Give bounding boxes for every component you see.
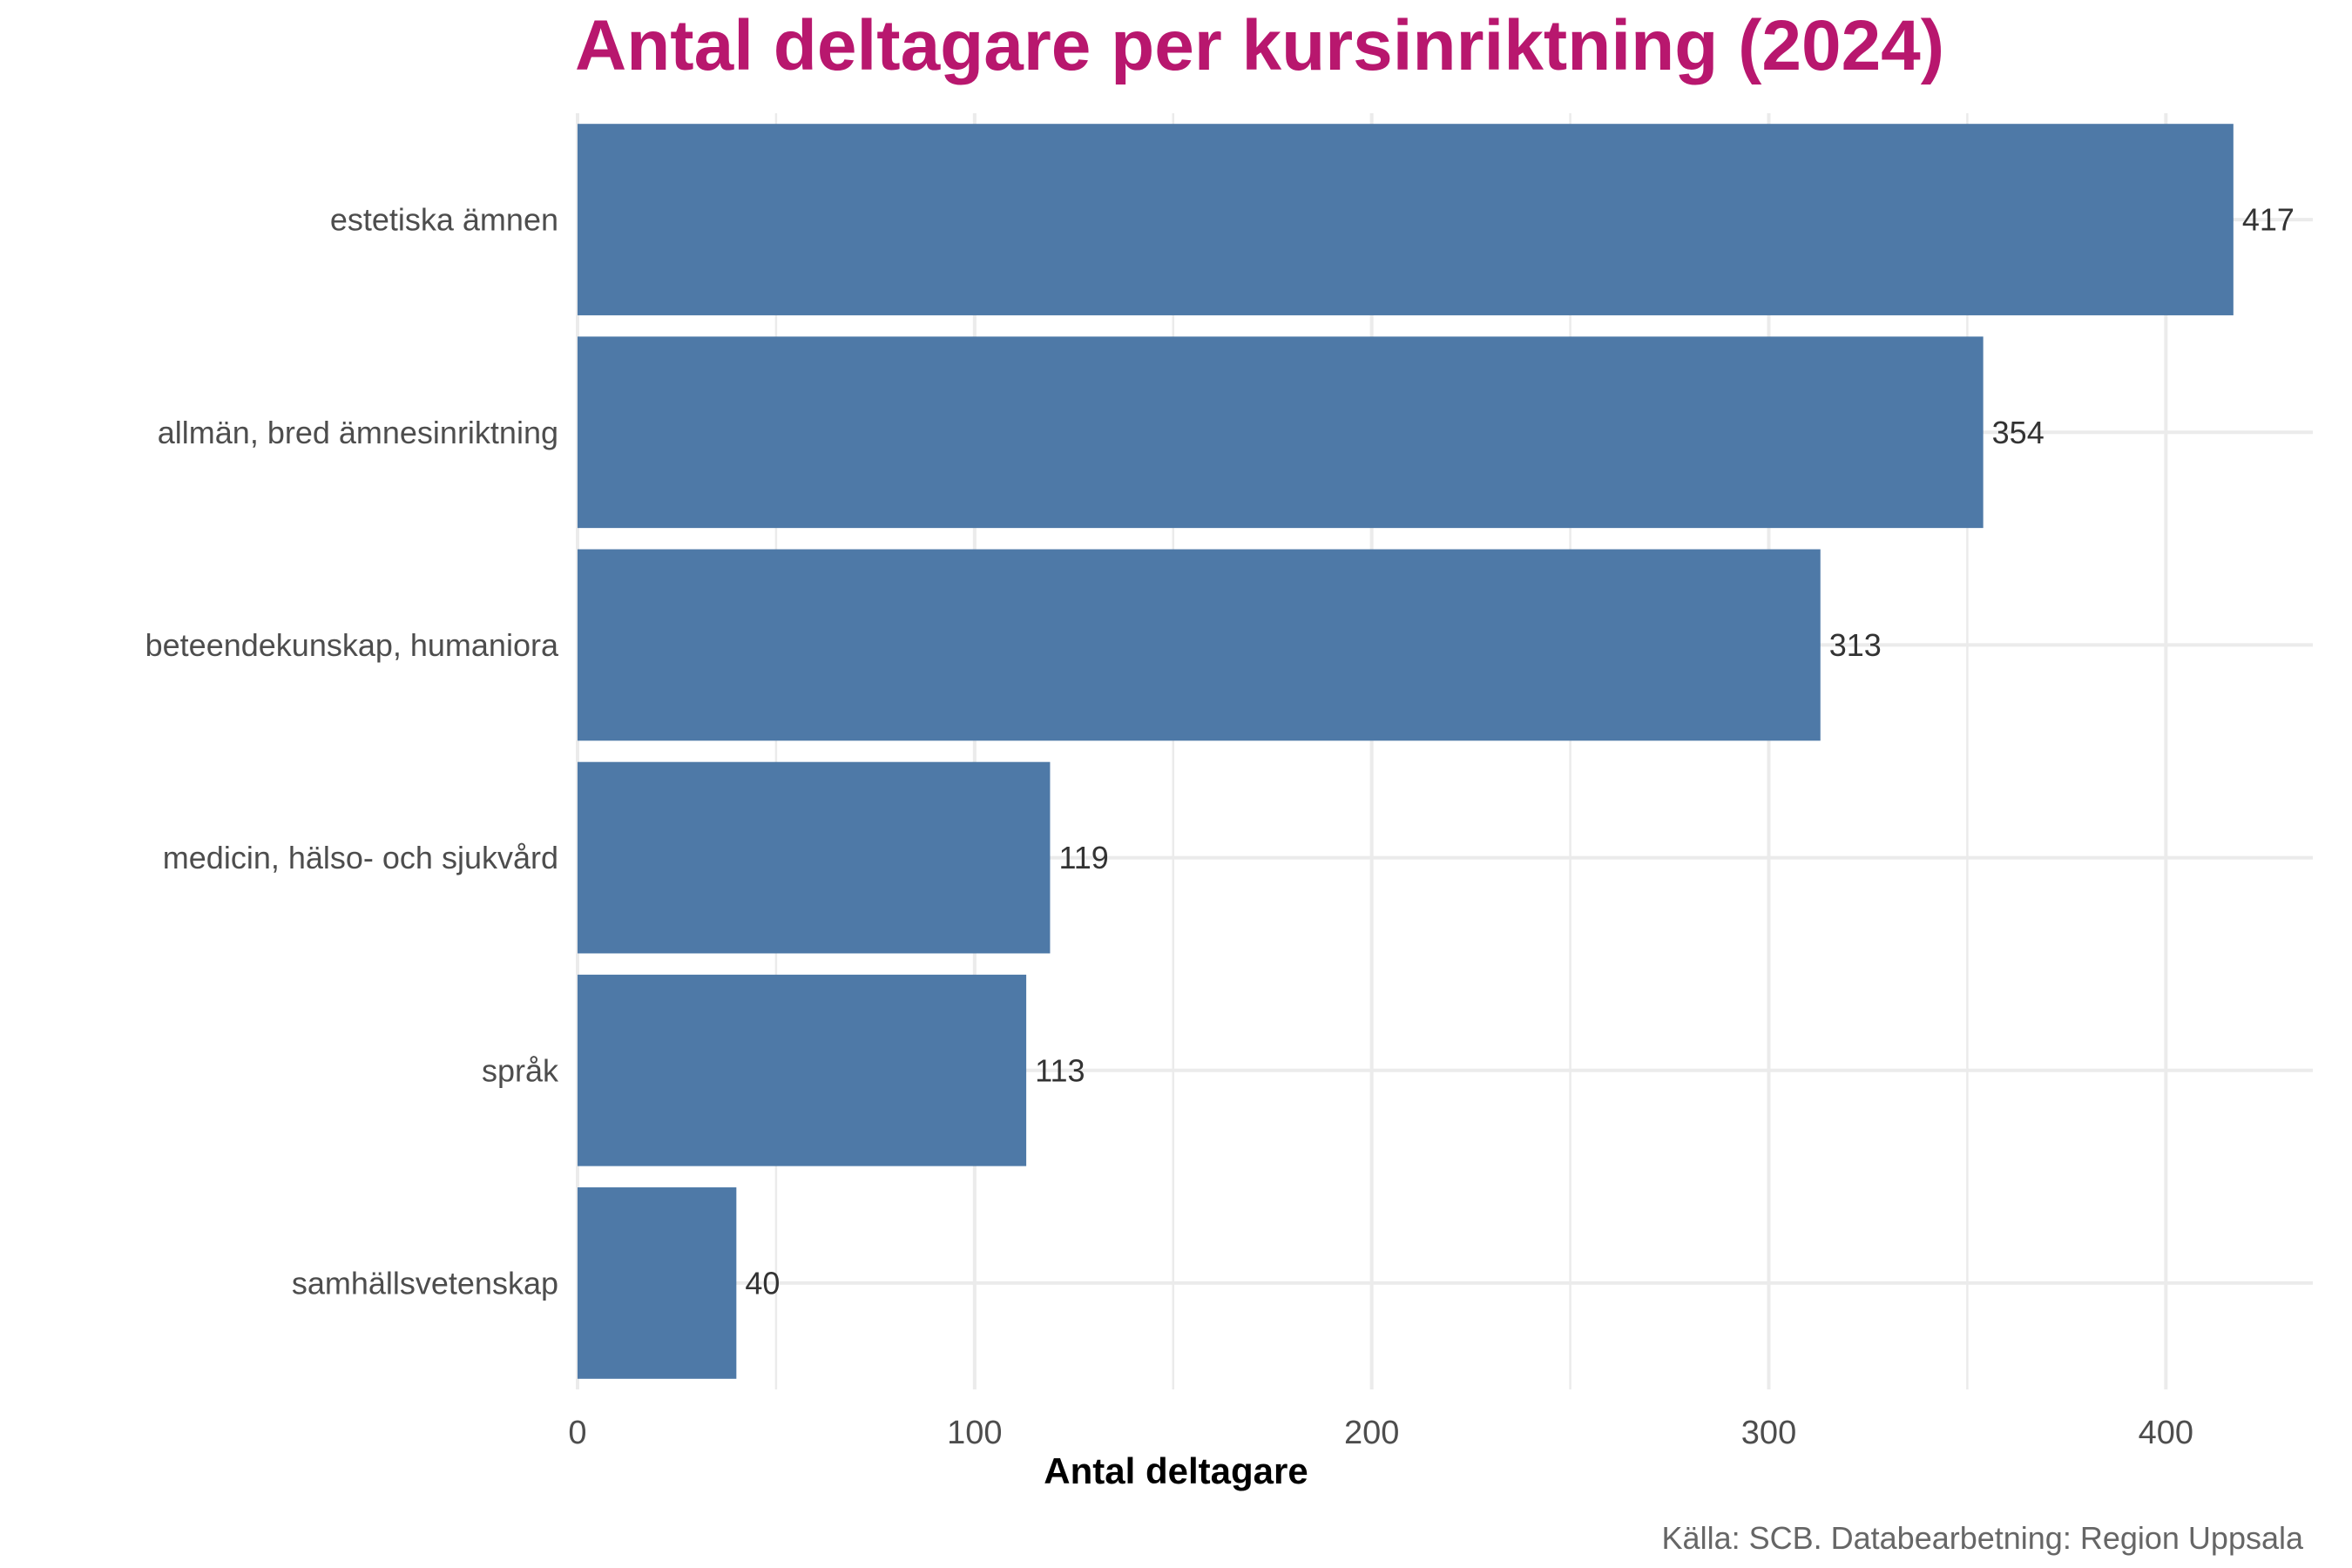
- value-label: 119: [1058, 840, 1108, 875]
- x-tick-label: 200: [1344, 1415, 1399, 1451]
- chart-title: Antal deltagare per kursinriktning (2024…: [575, 6, 1945, 85]
- bar: [578, 336, 1984, 529]
- value-label: 40: [745, 1265, 780, 1301]
- x-tick-label: 100: [947, 1415, 1002, 1451]
- category-label: estetiska ämnen: [330, 202, 558, 238]
- x-tick-labels: 0 100 200 300 400: [568, 1415, 2193, 1451]
- category-label: samhällsvetenskap: [292, 1265, 558, 1301]
- value-label: 354: [1992, 415, 2044, 450]
- x-tick-label: 400: [2139, 1415, 2193, 1451]
- bar: [578, 974, 1027, 1166]
- value-label: 113: [1035, 1052, 1085, 1088]
- category-label: beteendekunskap, humaniora: [145, 627, 559, 663]
- bar: [578, 549, 1821, 741]
- bar: [578, 124, 2234, 315]
- category-labels: estetiska ämnen allmän, bred ämnesinriktn…: [145, 202, 559, 1301]
- category-label: språk: [482, 1052, 559, 1088]
- bars: [578, 124, 2234, 1379]
- x-tick-label: 0: [568, 1415, 586, 1451]
- x-tick-label: 300: [1741, 1415, 1796, 1451]
- value-label: 313: [1829, 627, 1882, 663]
- bar: [578, 1187, 737, 1379]
- category-label: allmän, bred ämnesinriktning: [158, 415, 558, 450]
- value-labels: 417 354 313 119 113 40: [745, 202, 2295, 1301]
- category-label: medicin, hälso- och sjukvård: [163, 840, 558, 875]
- source-caption: Källa: SCB. Databearbetning: Region Upps…: [1661, 1520, 2303, 1556]
- x-axis-title: Antal deltagare: [1044, 1450, 1308, 1491]
- bar: [578, 761, 1051, 954]
- value-label: 417: [2242, 202, 2295, 238]
